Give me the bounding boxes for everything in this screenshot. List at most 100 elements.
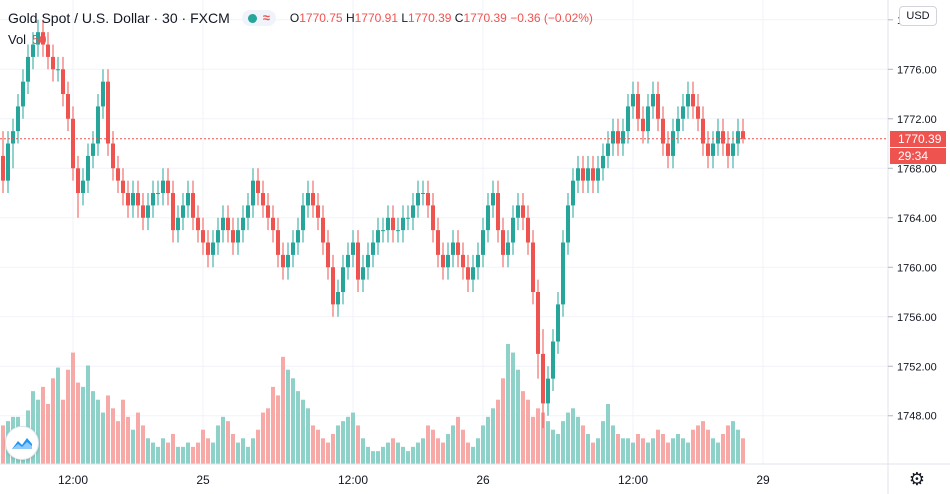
volume-bar	[486, 416, 490, 464]
candle	[636, 81, 640, 132]
change-value: −0.36 (−0.02%)	[510, 11, 593, 25]
candle-body	[121, 180, 125, 194]
market-status[interactable]: ≈	[241, 10, 276, 26]
candle-body	[86, 155, 90, 181]
candle-body	[606, 143, 610, 156]
candle	[156, 180, 160, 206]
candle	[476, 242, 480, 280]
volume-bar	[206, 438, 210, 464]
candle	[31, 32, 35, 70]
candle	[676, 106, 680, 144]
candle-body	[246, 205, 250, 218]
volume-bar	[466, 442, 470, 464]
volume-bar	[396, 442, 400, 464]
candle-body	[491, 193, 495, 206]
candle-body	[26, 56, 30, 82]
candle	[356, 230, 360, 293]
candle	[321, 205, 325, 255]
candle	[141, 193, 145, 231]
candle-body	[1, 155, 5, 181]
candle-body	[516, 205, 520, 218]
volume-bar	[286, 369, 290, 464]
volume-bar	[571, 408, 575, 464]
candle-body	[101, 81, 105, 107]
volume-bar	[366, 446, 370, 464]
volume-bar	[531, 416, 535, 464]
candle-body	[321, 217, 325, 243]
candle-body	[216, 230, 220, 243]
tradingview-logo-icon[interactable]	[5, 426, 39, 460]
volume-bar	[166, 442, 170, 464]
volume-bar	[121, 399, 125, 464]
volume-bar	[646, 442, 650, 464]
volume-label[interactable]: Vol	[8, 32, 27, 47]
candle	[211, 230, 215, 268]
volume-bar	[611, 425, 615, 464]
low-value: 1770.39	[408, 11, 452, 25]
candle-body	[326, 242, 330, 268]
candle-body	[701, 118, 705, 144]
volume-bar	[236, 442, 240, 464]
time-tick-label: 12:00	[58, 473, 88, 487]
candle	[426, 180, 430, 218]
candle	[201, 217, 205, 255]
volume-bar	[191, 446, 195, 464]
candle-body	[71, 118, 75, 169]
volume-bar	[526, 399, 530, 464]
settings-gear-icon[interactable]: ⚙	[908, 468, 926, 489]
candle-body	[406, 217, 410, 219]
candle	[431, 193, 435, 243]
candle-body	[226, 217, 230, 231]
volume-bar	[271, 386, 275, 464]
volume-bar	[711, 438, 715, 464]
candle-body	[581, 168, 585, 181]
volume-bar	[276, 395, 280, 464]
volume-bar	[371, 451, 375, 464]
candle-body	[286, 254, 290, 268]
volume-bar	[1, 425, 5, 464]
price-axis: 1748.00 1752.00 1756.00 1760.00 1764.00 1768.…	[888, 15, 937, 423]
volume-bar	[66, 369, 70, 464]
candle	[36, 19, 40, 57]
candle-body	[331, 267, 335, 305]
volume-bar	[56, 367, 60, 464]
time-tick-label: 26	[476, 473, 490, 487]
symbol-title[interactable]: Gold Spot / U.S. Dollar · 30 · FXCM	[8, 10, 230, 26]
volume-bar	[446, 434, 450, 464]
candle	[421, 180, 425, 206]
candle-body	[291, 242, 295, 255]
candle-body	[196, 217, 200, 231]
candle-body	[651, 94, 655, 107]
candle-body	[741, 131, 745, 139]
candle	[641, 106, 645, 144]
candle	[326, 230, 330, 280]
candle	[406, 205, 410, 231]
candle-body	[476, 254, 480, 268]
candle-body	[391, 217, 395, 231]
candle	[696, 94, 700, 132]
volume-bar	[291, 378, 295, 464]
candle	[316, 193, 320, 231]
candle-body	[151, 193, 155, 206]
volume-bar	[641, 438, 645, 464]
candle	[171, 180, 175, 243]
candle	[121, 168, 125, 206]
candle-body	[531, 242, 535, 293]
ohlc-values: O1770.75 H1770.91 L1770.39 C1770.39 −0.3…	[289, 11, 593, 25]
candle	[531, 230, 535, 305]
price-tick-label: 1760.00	[897, 262, 937, 274]
candle	[51, 44, 55, 82]
currency-button[interactable]: USD	[899, 6, 937, 26]
candle-body	[231, 230, 235, 243]
volume-bar	[566, 412, 570, 464]
candle	[271, 205, 275, 243]
candle-body	[276, 230, 280, 255]
candle	[336, 279, 340, 317]
candle-body	[421, 193, 425, 195]
candle	[206, 230, 210, 268]
volume-bar	[161, 438, 165, 464]
volume-bar	[731, 421, 735, 464]
price-tick-label: 1764.00	[897, 213, 937, 225]
candle	[606, 131, 610, 169]
